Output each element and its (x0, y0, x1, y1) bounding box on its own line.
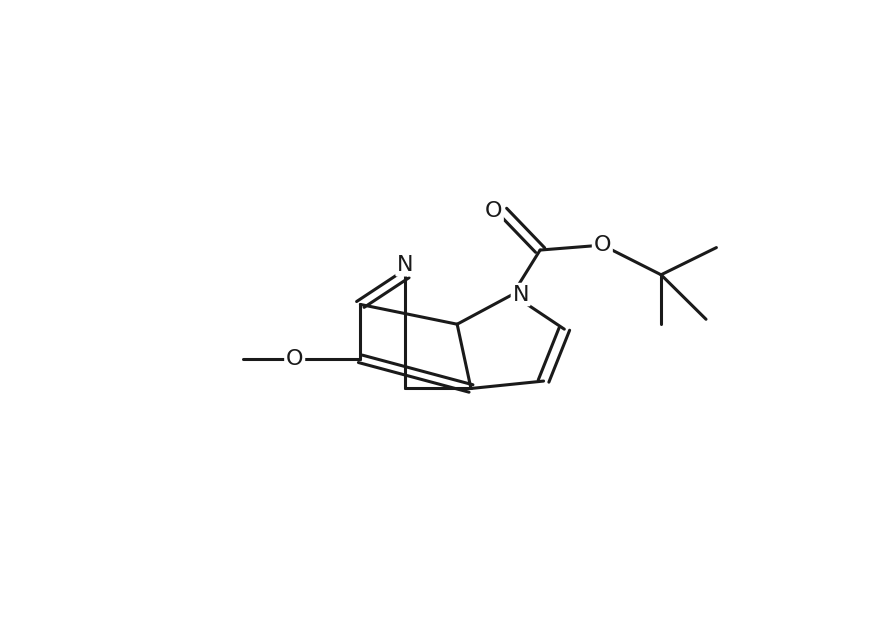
Text: O: O (484, 200, 502, 220)
Text: O: O (286, 349, 303, 369)
Text: N: N (512, 284, 529, 304)
Text: O: O (593, 235, 611, 255)
Text: N: N (397, 255, 414, 275)
